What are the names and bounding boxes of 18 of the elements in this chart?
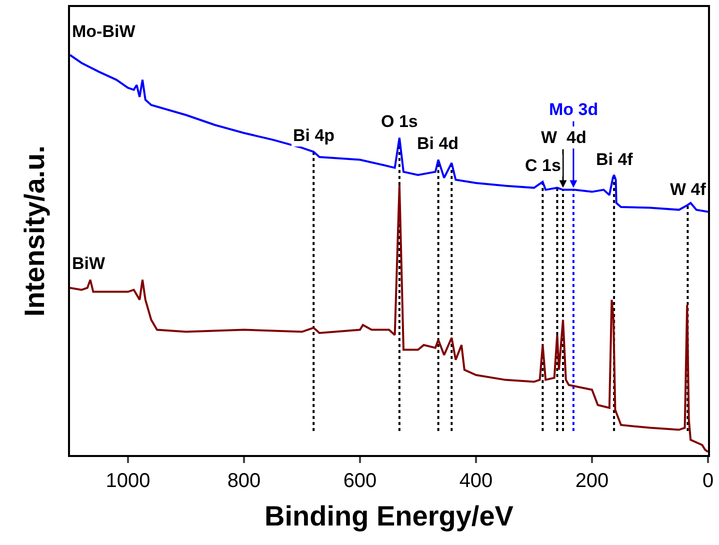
y-axis-title: Intensity/a.u. — [19, 145, 50, 317]
ref-line-label: O 1s — [381, 112, 418, 131]
ref-line-label: W 4d — [541, 128, 586, 147]
x-tick-label: 200 — [575, 470, 609, 492]
ref-line-label: Bi 4p — [293, 126, 335, 145]
x-tick-label: 0 — [702, 470, 714, 492]
ref-line-label: Bi 4d — [417, 134, 459, 153]
x-axis-title: Binding Energy/eV — [264, 500, 514, 532]
ref-line-label: Mo 3d — [549, 100, 598, 119]
series-label: Mo-BiW — [72, 22, 136, 41]
x-tick-label: 1000 — [106, 470, 150, 492]
ref-line-label: C 1s — [525, 156, 561, 175]
ref-line-label: Bi 4f — [596, 150, 634, 169]
x-tick-label: 600 — [343, 470, 377, 492]
x-tick-label: 800 — [227, 470, 261, 492]
ref-line-label: W 4f — [670, 180, 706, 199]
series-label: BiW — [72, 254, 106, 273]
x-tick-label: 400 — [459, 470, 493, 492]
